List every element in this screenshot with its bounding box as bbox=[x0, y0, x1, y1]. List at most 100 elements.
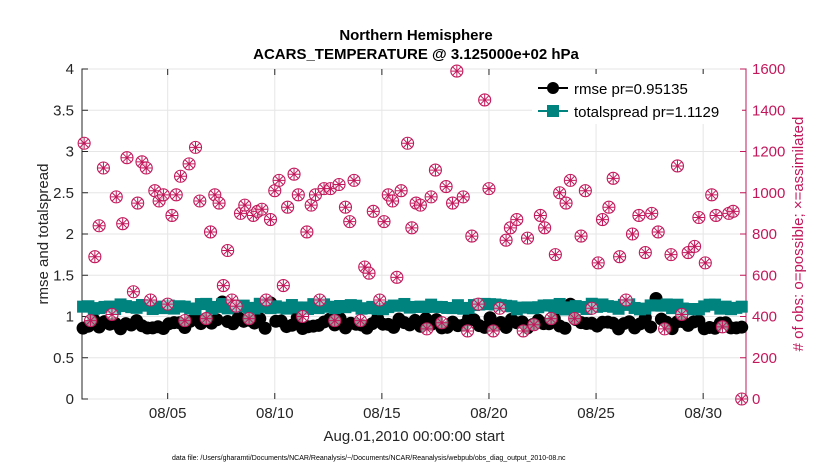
obs-point bbox=[366, 204, 380, 218]
obs-point bbox=[347, 173, 361, 187]
obs-assimilated-marker bbox=[117, 218, 129, 230]
legend-rmse-label: rmse pr=0.95135 bbox=[574, 81, 688, 98]
obs-point bbox=[527, 318, 541, 332]
obs-assimilated-marker bbox=[479, 94, 491, 106]
obs-assimilated-marker bbox=[166, 209, 178, 221]
obs-point bbox=[178, 314, 192, 328]
obs-assimilated-marker bbox=[339, 201, 351, 213]
obs-point bbox=[645, 206, 659, 220]
obs-point bbox=[503, 221, 517, 235]
obs-assimilated-marker bbox=[462, 325, 474, 337]
obs-point bbox=[585, 301, 599, 315]
obs-point bbox=[413, 198, 427, 212]
obs-assimilated-marker bbox=[359, 261, 371, 273]
obs-assimilated-marker bbox=[511, 214, 523, 226]
y-tick-label: 0 bbox=[66, 391, 74, 408]
legend-rmse-marker bbox=[547, 82, 559, 94]
obs-assimilated-marker bbox=[494, 302, 506, 314]
obs-point bbox=[105, 307, 119, 321]
obs-point bbox=[353, 314, 368, 328]
y-axis-ticks: 0 0.5 1 1.5 2 2.5 3 3.5 4 bbox=[53, 61, 88, 408]
obs-point bbox=[120, 151, 134, 165]
obs-assimilated-marker bbox=[239, 199, 251, 211]
obs-assimilated-marker bbox=[710, 209, 722, 221]
obs-point bbox=[165, 208, 179, 222]
obs-point bbox=[478, 93, 492, 107]
y-tick-label: 2.5 bbox=[53, 185, 74, 202]
obs-point bbox=[313, 293, 327, 307]
obs-point bbox=[216, 279, 230, 293]
obs-assimilated-marker bbox=[528, 319, 540, 331]
rmse-point bbox=[644, 320, 658, 334]
obs-point bbox=[435, 316, 449, 330]
obs-point bbox=[664, 248, 678, 262]
obs-point bbox=[272, 173, 286, 187]
obs-assimilated-marker bbox=[264, 214, 276, 226]
obs-point bbox=[578, 184, 592, 198]
obs-point bbox=[499, 233, 513, 247]
obs-assimilated-marker bbox=[706, 189, 718, 201]
obs-assimilated-marker bbox=[699, 257, 711, 269]
obs-assimilated-marker bbox=[217, 280, 229, 292]
obs-assimilated-marker bbox=[545, 313, 557, 325]
obs-point bbox=[156, 188, 170, 202]
obs-assimilated-marker bbox=[569, 313, 581, 325]
obs-assimilated-marker bbox=[243, 313, 255, 325]
obs-assimilated-marker bbox=[421, 323, 433, 335]
obs-point bbox=[193, 194, 207, 208]
obs-point bbox=[428, 163, 442, 177]
obs-point bbox=[199, 312, 213, 326]
obs-assimilated-marker bbox=[329, 315, 341, 327]
obs-assimilated-marker bbox=[222, 245, 234, 256]
obs-assimilated-marker bbox=[282, 201, 294, 213]
y-tick-label: 3.5 bbox=[53, 102, 74, 119]
obs-assimilated-marker bbox=[132, 197, 144, 209]
obs-point bbox=[715, 320, 729, 334]
obs-point bbox=[482, 182, 496, 196]
obs-point bbox=[116, 217, 130, 231]
y-axis-right-ticks: 0 200 400 600 800 1000 1200 1400 1600 bbox=[740, 61, 785, 408]
obs-point bbox=[675, 307, 689, 321]
obs-point bbox=[726, 204, 740, 218]
rmse-point bbox=[558, 321, 572, 335]
obs-assimilated-marker bbox=[387, 195, 399, 207]
obs-assimilated-marker bbox=[140, 162, 152, 174]
chart-title-line1: Northern Hemisphere bbox=[339, 27, 492, 44]
x-tick-label: 08/05 bbox=[149, 405, 187, 422]
obs-point bbox=[568, 312, 582, 326]
obs-point bbox=[735, 392, 749, 406]
obs-point bbox=[377, 215, 391, 229]
x-tick-label: 08/10 bbox=[256, 405, 294, 422]
y-tick-label: 1.5 bbox=[53, 267, 74, 284]
obs-point bbox=[287, 167, 301, 181]
obs-assimilated-marker bbox=[145, 294, 157, 306]
obs-assimilated-marker bbox=[288, 168, 300, 180]
obs-point bbox=[229, 299, 243, 313]
x-tick-label: 08/20 bbox=[470, 405, 508, 422]
y-right-tick-label: 800 bbox=[752, 226, 777, 243]
obs-assimilated-marker bbox=[190, 141, 202, 153]
obs-assimilated-marker bbox=[382, 189, 394, 201]
obs-assimilated-marker bbox=[646, 207, 658, 219]
obs-point bbox=[173, 169, 188, 183]
obs-point bbox=[688, 239, 702, 253]
obs-point bbox=[692, 210, 706, 225]
obs-point bbox=[405, 221, 419, 235]
obs-assimilated-marker bbox=[633, 209, 645, 221]
obs-point bbox=[709, 208, 723, 222]
obs-point bbox=[563, 173, 577, 187]
obs-assimilated-marker bbox=[106, 308, 118, 320]
obs-assimilated-marker bbox=[504, 222, 516, 234]
obs-assimilated-marker bbox=[363, 267, 375, 279]
obs-point bbox=[221, 243, 235, 258]
obs-assimilated-marker bbox=[639, 247, 651, 259]
obs-point bbox=[332, 177, 346, 192]
obs-point bbox=[420, 322, 434, 336]
obs-point bbox=[705, 188, 719, 202]
obs-assimilated-marker bbox=[487, 325, 499, 337]
obs-assimilated-marker bbox=[260, 294, 272, 306]
obs-assimilated-marker bbox=[309, 189, 321, 201]
obs-assimilated-marker bbox=[209, 189, 221, 201]
obs-assimilated-marker bbox=[170, 189, 182, 201]
